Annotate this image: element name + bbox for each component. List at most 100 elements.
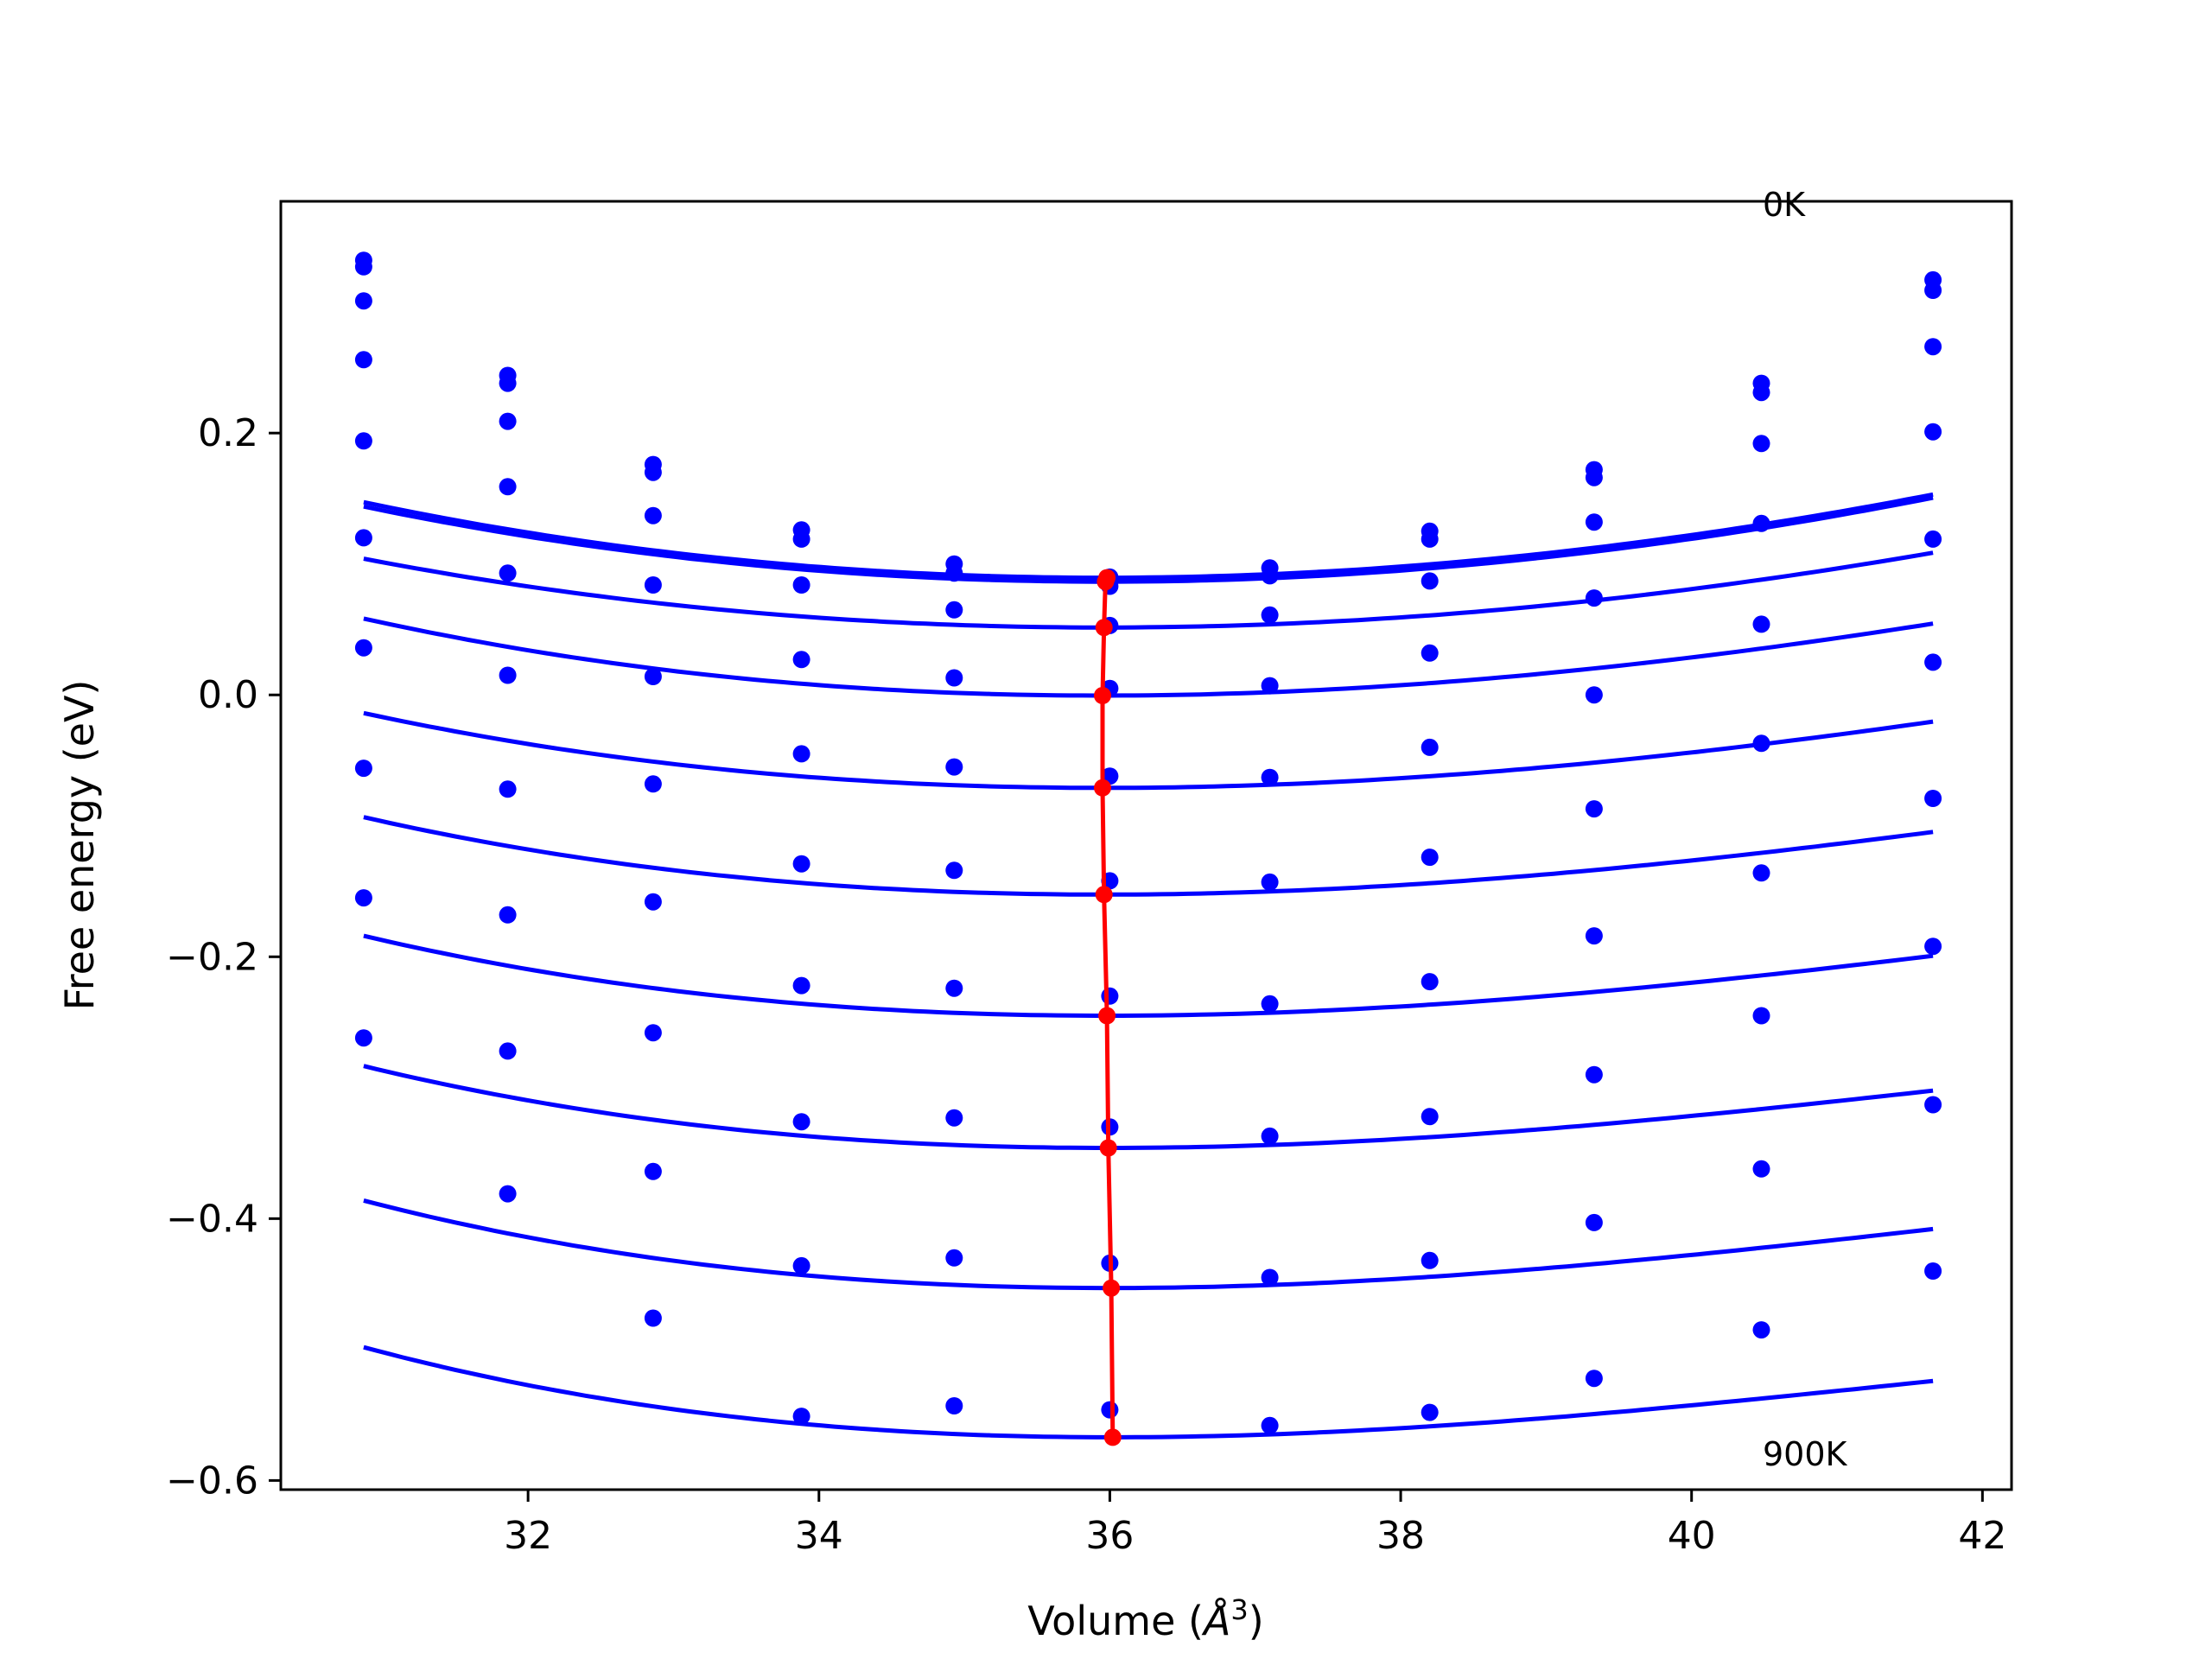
y-axis-ticks: −0.6 −0.4 −0.2 0.0 0.2 <box>166 411 281 1503</box>
data-point <box>945 1397 963 1414</box>
data-point <box>1924 338 1942 356</box>
data-point <box>354 432 372 450</box>
data-point <box>499 1185 517 1203</box>
y-tick-label: −0.2 <box>166 935 258 979</box>
data-point <box>1421 849 1439 867</box>
data-point <box>945 758 963 776</box>
y-axis-label: Free energy (eV) <box>56 680 103 1011</box>
data-point <box>1752 1321 1770 1339</box>
data-point <box>354 760 372 778</box>
data-point <box>792 1113 810 1131</box>
data-point <box>1924 653 1942 671</box>
data-point <box>354 292 372 310</box>
data-point <box>792 651 810 669</box>
data-point <box>1421 1108 1439 1126</box>
data-point <box>1585 1213 1603 1231</box>
data-point <box>1585 927 1603 945</box>
data-point <box>1752 514 1770 532</box>
data-point <box>1585 800 1603 818</box>
x-tick-label: 42 <box>1958 1514 2006 1558</box>
data-point <box>644 576 662 594</box>
data-point <box>1261 567 1279 585</box>
minimum-point <box>1099 1139 1117 1157</box>
data-point <box>1261 1416 1279 1434</box>
minimum-point <box>1095 886 1113 904</box>
data-point <box>499 1042 517 1060</box>
data-point <box>1585 1065 1603 1084</box>
fit-curve-5 <box>363 815 1934 897</box>
data-point <box>1752 864 1770 882</box>
data-point <box>354 1029 372 1047</box>
data-point <box>945 1109 963 1127</box>
data-point <box>644 775 662 793</box>
x-axis-ticks: 32 34 36 38 40 42 <box>504 1490 2006 1558</box>
data-point <box>1924 530 1942 548</box>
minimum-point <box>1094 779 1111 797</box>
minimum-point <box>1103 1428 1122 1446</box>
x-tick-label: 32 <box>504 1514 552 1558</box>
data-point <box>644 893 662 911</box>
fit-curve-7 <box>363 1064 1934 1150</box>
data-point <box>1261 873 1279 891</box>
data-point <box>1924 938 1942 956</box>
data-point <box>1421 1251 1439 1269</box>
data-point <box>1924 1096 1942 1114</box>
fit-curve-9 <box>363 1344 1934 1440</box>
data-point <box>499 906 517 924</box>
data-point <box>945 601 963 619</box>
data-point <box>354 889 372 907</box>
minimum-point <box>1095 619 1113 637</box>
x-axis-label-unit: Å <box>1201 1598 1230 1644</box>
data-point <box>499 780 517 798</box>
data-point <box>644 668 662 685</box>
data-point <box>499 374 517 392</box>
y-tick-label: −0.6 <box>166 1459 258 1503</box>
data-point <box>1261 995 1279 1013</box>
x-tick-label: 40 <box>1668 1514 1716 1558</box>
data-point <box>1585 1370 1603 1388</box>
data-point <box>499 412 517 430</box>
data-point <box>945 979 963 997</box>
data-point <box>499 478 517 496</box>
data-point <box>792 855 810 873</box>
data-point <box>1924 423 1942 441</box>
data-point <box>792 745 810 763</box>
y-tick-label: −0.4 <box>166 1197 258 1241</box>
annotation-900k: 900K <box>1763 1435 1848 1473</box>
data-point <box>792 530 810 548</box>
fit-curve-6 <box>363 933 1934 1018</box>
data-point <box>644 1162 662 1180</box>
data-point <box>1421 1403 1439 1421</box>
x-tick-label: 36 <box>1085 1514 1134 1558</box>
data-point <box>792 1408 810 1426</box>
data-point <box>1421 738 1439 756</box>
data-point <box>1261 768 1279 786</box>
data-point <box>354 529 372 547</box>
data-point <box>1924 282 1942 299</box>
data-point <box>354 257 372 276</box>
fit-curve-8 <box>363 1198 1934 1291</box>
plot-frame <box>279 200 2013 1491</box>
data-point <box>792 1256 810 1274</box>
minimum-point <box>1096 573 1115 591</box>
data-point <box>1421 644 1439 662</box>
data-point <box>1421 973 1439 991</box>
data-point <box>1261 606 1279 624</box>
data-point <box>792 576 810 594</box>
data-point <box>1752 615 1770 633</box>
x-axis-label: Volume (Å3) <box>1027 1593 1263 1644</box>
data-point <box>792 976 810 995</box>
data-point <box>354 351 372 369</box>
data-point <box>945 861 963 880</box>
data-point <box>644 1309 662 1327</box>
y-tick-label: 0.0 <box>198 673 258 717</box>
data-point <box>945 564 963 582</box>
fit-curves <box>363 492 1934 1440</box>
fit-curve-4 <box>363 710 1934 791</box>
data-point <box>644 506 662 524</box>
data-point <box>1924 790 1942 807</box>
data-point <box>1752 384 1770 402</box>
data-point <box>644 463 662 481</box>
data-point <box>945 1249 963 1267</box>
